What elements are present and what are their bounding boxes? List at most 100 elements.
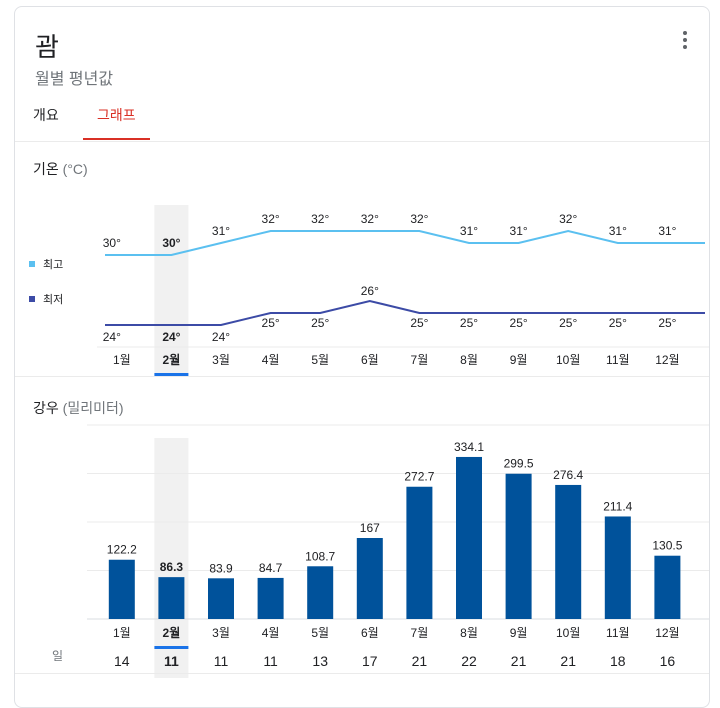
tab-graph[interactable]: 그래프: [83, 105, 150, 140]
rain-days-value: 21: [412, 653, 428, 669]
page-title: 괌: [35, 32, 59, 62]
rain-month-tick: 10월: [556, 626, 580, 640]
rain-label: 강우 (밀리미터): [33, 398, 124, 418]
rain-bar: [456, 456, 482, 619]
temp-high-label: 31°: [510, 224, 528, 238]
rain-selected-indicator: [154, 646, 189, 649]
rain-bar: [257, 577, 284, 619]
rain-bar: [108, 559, 135, 619]
temp-month-tick: 9월: [510, 353, 528, 367]
rain-days-value: 21: [511, 653, 527, 669]
temp-month-tick: 7월: [411, 353, 429, 367]
rain-value-label: 299.5: [504, 457, 534, 471]
rain-month-tick: 1월: [113, 626, 131, 640]
temp-low-label: 25°: [410, 316, 428, 330]
temp-low-label: 25°: [609, 316, 627, 330]
rain-value-label: 84.7: [259, 561, 283, 575]
temp-high-label: 31°: [609, 224, 627, 238]
rain-month-tick: 11월: [606, 626, 630, 640]
temp-high-label: 31°: [658, 224, 676, 238]
tabs-divider: [15, 141, 709, 142]
rain-bar: [505, 473, 532, 619]
temp-high-label: 31°: [460, 224, 478, 238]
rain-days-value: 13: [312, 653, 328, 669]
bottom-divider: [15, 673, 709, 674]
temp-low-label: 24°: [162, 330, 180, 344]
rain-value-label: 86.3: [160, 560, 184, 574]
rain-value-label: 130.5: [652, 539, 682, 553]
temp-low-label: 24°: [103, 330, 121, 344]
temp-low-label: 25°: [460, 316, 478, 330]
temp-high-label: 32°: [410, 212, 428, 226]
rain-chart: 122.2 1월 14 86.3 2월 11 83.9 3월 11 84.7 4월 11 108.7 5월…: [87, 424, 709, 678]
rain-bar: [406, 486, 433, 619]
temp-month-tick: 3월: [212, 353, 230, 367]
rain-bar: [356, 538, 383, 619]
rain-days-value: 11: [164, 653, 179, 669]
tab-graph-label: 그래프: [97, 107, 136, 123]
legend-high-swatch: [29, 261, 35, 267]
rain-month-tick: 3월: [212, 626, 230, 640]
temp-high-label: 32°: [361, 212, 379, 226]
rain-value-label: 83.9: [209, 561, 233, 575]
temp-month-tick: 5월: [311, 353, 329, 367]
temp-low-label: 25°: [262, 316, 280, 330]
temperature-chart: 30° 24° 1월 30° 24° 2월 31° 24° 3월 32° 25° 4월 32° 25° 5월…: [97, 205, 709, 376]
rain-value-label: 122.2: [107, 543, 137, 557]
temp-selected-indicator: [154, 373, 189, 376]
temp-high-label: 30°: [162, 236, 180, 250]
selected-column-highlight: [154, 438, 189, 678]
page-subtitle: 월별 평년값: [35, 71, 114, 88]
rain-value-label: 272.7: [404, 470, 434, 484]
series-line-low: [105, 299, 705, 326]
rain-bar: [604, 516, 631, 619]
temp-low-label: 25°: [311, 316, 329, 330]
rain-days-value: 18: [610, 653, 626, 669]
rain-days-value: 11: [263, 653, 278, 669]
rain-days-value: 21: [560, 653, 576, 669]
series-line-high: [105, 229, 705, 256]
rain-bar: [307, 566, 334, 619]
temp-month-tick: 11월: [606, 353, 630, 367]
temp-high-label: 31°: [212, 224, 230, 238]
active-tab-indicator: [83, 138, 150, 140]
rain-value-label: 276.4: [553, 468, 583, 482]
rain-month-tick: 9월: [510, 626, 528, 640]
temp-low-label: 25°: [510, 316, 528, 330]
rain-month-tick: 2월: [163, 625, 181, 640]
rain-month-tick: 12월: [655, 626, 679, 640]
temp-high-label: 32°: [262, 212, 280, 226]
rain-days-value: 11: [214, 653, 229, 669]
temperature-label: 기온 (°C): [33, 159, 88, 179]
legend-low-label: 최저: [43, 294, 64, 306]
tab-bar: 개요 그래프: [15, 99, 709, 141]
legend-high: 최고: [29, 256, 63, 272]
temp-high-label: 32°: [559, 212, 577, 226]
rain-days-value: 17: [362, 653, 378, 669]
temp-high-label: 32°: [311, 212, 329, 226]
tab-overview[interactable]: 개요: [33, 107, 59, 123]
temp-low-label: 26°: [361, 284, 379, 298]
temp-low-label: 25°: [559, 316, 577, 330]
temp-month-tick: 4월: [262, 353, 280, 367]
rain-month-tick: 7월: [411, 626, 429, 640]
rain-bar: [555, 484, 582, 619]
temp-month-tick: 10월: [556, 353, 580, 367]
rain-days-value: 16: [660, 653, 676, 669]
rain-value-label: 334.1: [454, 440, 484, 454]
rain-value-label: 167: [360, 521, 380, 535]
temp-low-label: 24°: [212, 330, 230, 344]
temp-month-tick: 2월: [163, 352, 181, 367]
more-vert-icon[interactable]: [675, 29, 695, 53]
temp-month-tick: 12월: [655, 353, 679, 367]
rain-month-tick: 6월: [361, 626, 379, 640]
section-divider: [15, 376, 709, 377]
rain-days-label: 일: [52, 649, 64, 663]
rain-month-tick: 5월: [311, 626, 329, 640]
temp-month-tick: 8월: [460, 353, 478, 367]
rain-unit: (밀리미터): [62, 400, 124, 416]
temp-low-label: 25°: [658, 316, 676, 330]
rain-title: 강우: [33, 400, 59, 416]
rain-value-label: 211.4: [603, 499, 632, 513]
rain-days-value: 22: [461, 653, 477, 669]
